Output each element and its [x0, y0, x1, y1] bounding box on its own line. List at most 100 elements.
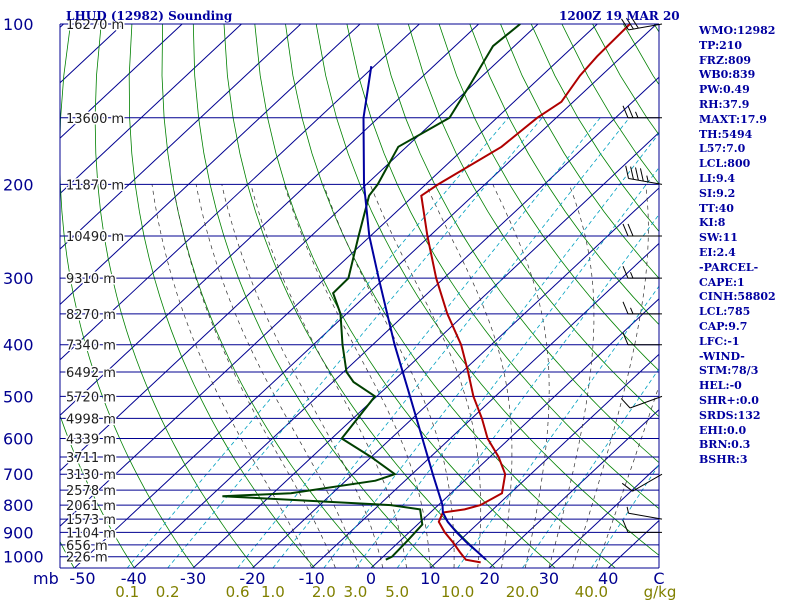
temperature-profile — [420, 24, 631, 564]
pressure-tick-label: 800 — [3, 496, 34, 515]
pressure-tick-label: 900 — [3, 523, 34, 542]
dry-adiabat-lines — [60, 24, 659, 568]
dry-adiabat-line — [315, 24, 659, 556]
param-item: -PARCEL- — [699, 260, 759, 274]
dewpoint-profile — [222, 24, 521, 561]
param-item: TP:210 — [699, 38, 743, 52]
moist-adiabat-line — [284, 184, 431, 568]
param-item: KI:8 — [699, 216, 726, 230]
param-item: WB0:839 — [699, 68, 756, 82]
mixing-ratio-line — [272, 117, 630, 568]
height-level-label: 4998 m — [66, 412, 116, 427]
param-item: LI:9.4 — [699, 171, 736, 185]
isotherm-line — [133, 76, 659, 568]
wind-barb-staff — [628, 177, 663, 185]
isotherm-line — [192, 131, 659, 568]
param-item: LCL:785 — [699, 305, 751, 319]
station-title: LHUD (12982) Sounding — [66, 9, 233, 23]
dry-adiabat-line — [60, 24, 195, 568]
moist-adiabat-line — [595, 384, 659, 568]
moist-adiabat-line — [151, 184, 313, 568]
wind-barb-feather — [622, 332, 629, 345]
dry-adiabat-line — [377, 24, 659, 464]
param-item: RH:37.9 — [699, 97, 750, 111]
temperature-tick-label: 40 — [598, 569, 618, 588]
pressure-tick-label: 200 — [3, 175, 34, 194]
wind-barbs — [620, 16, 663, 533]
temperature-tick-label: -40 — [121, 569, 147, 588]
param-item: CAP:9.7 — [699, 319, 748, 333]
height-level-label: 5720 m — [66, 390, 116, 405]
param-item: SRDS:132 — [699, 408, 761, 422]
isobar-lines — [60, 23, 659, 558]
param-item: LFC:-1 — [699, 334, 740, 348]
height-level-label: 4339 m — [66, 433, 116, 448]
pressure-tick-label: 400 — [3, 336, 34, 355]
wind-barb-feather — [622, 520, 629, 533]
wind-barb-feather — [627, 223, 634, 237]
isotherm-line — [60, 24, 302, 250]
height-level-label: 3130 m — [66, 468, 116, 483]
dry-adiabat-line — [438, 24, 659, 372]
dry-adiabat-line — [60, 540, 75, 568]
moist-adiabat-line — [172, 184, 336, 568]
wind-barb-feather — [622, 301, 629, 315]
wind-barb-half-feather — [630, 271, 634, 279]
isotherm-lines — [0, 24, 659, 568]
isotherm-line — [60, 24, 242, 195]
isotherm-line — [0, 24, 4, 568]
mixing-ratio-lines — [126, 117, 659, 568]
param-item: HEL:-0 — [699, 379, 742, 393]
param-item: BRN:0.3 — [699, 438, 751, 452]
param-item: CINH:58802 — [699, 290, 776, 304]
mixing-ratio-label: 2.0 — [312, 583, 336, 600]
plot-frame — [59, 24, 660, 569]
mixing-ratio-label: 20.0 — [506, 583, 539, 600]
isotherm-line — [429, 353, 659, 568]
pressure-tick-label: 600 — [3, 430, 34, 449]
isotherm-line — [370, 298, 659, 568]
isotherm-line — [60, 24, 183, 139]
pressure-tick-label: 700 — [3, 465, 34, 484]
param-item: EHI:0.0 — [699, 423, 747, 437]
moist-adiabat-line — [548, 184, 595, 568]
moist-adiabat-line — [195, 184, 360, 568]
param-item: FRZ:809 — [699, 53, 752, 67]
param-item: EI:2.4 — [699, 245, 736, 259]
isotherm-line — [60, 24, 480, 416]
isotherm-line — [60, 24, 598, 527]
temperature-tick-label: 30 — [539, 569, 559, 588]
mixing-ratio-label: 0.6 — [226, 583, 250, 600]
parcel-profile — [362, 66, 487, 561]
sounding-profiles — [222, 24, 631, 564]
sounding-parameter-list: WMO:12982 TP:210 FRZ:809 WB0:839 PW:0.49 RH:3… — [699, 24, 799, 468]
dry-adiabat-line — [60, 414, 135, 568]
isotherm-line — [60, 24, 64, 29]
wind-barb-half-feather — [630, 307, 634, 315]
mixing-ratio-label: 40.0 — [575, 583, 608, 600]
height-level-label: 16270 m — [66, 18, 124, 33]
height-level-label: 9310 m — [66, 272, 116, 287]
wind-barb-feather — [620, 398, 631, 409]
height-level-label: 7340 m — [66, 339, 116, 354]
wind-barb-staff — [629, 395, 663, 409]
dry-adiabat-line — [407, 24, 659, 418]
wind-barb-feather — [622, 223, 629, 237]
height-level-label: 2061 m — [66, 499, 116, 514]
wind-barb-half-feather — [646, 175, 649, 183]
mixing-ratio-label: 3.0 — [343, 583, 367, 600]
temperature-tick-label: -50 — [69, 569, 95, 588]
pressure-unit-label: mb — [33, 569, 59, 588]
dry-adiabat-line — [500, 24, 659, 279]
moist-adiabat-line — [492, 184, 550, 568]
param-item: LCL:800 — [699, 157, 751, 171]
wind-barb-feather — [622, 105, 629, 118]
height-level-label: 8270 m — [66, 308, 116, 323]
mixing-ratio-line — [323, 132, 659, 568]
isotherm-line — [60, 24, 361, 306]
wind-barb-staff — [632, 473, 663, 492]
temperature-tick-label: -20 — [239, 569, 265, 588]
height-level-label: 11870 m — [66, 178, 124, 193]
param-item: CAPE:1 — [699, 275, 745, 289]
wind-barb-staff — [628, 23, 663, 31]
